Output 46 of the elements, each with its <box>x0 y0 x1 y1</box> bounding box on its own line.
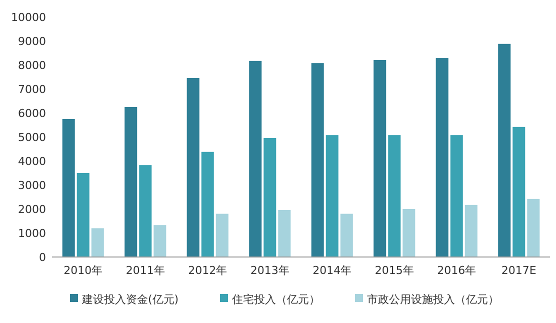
y-tick-label: 2000 <box>18 203 46 216</box>
bar <box>278 210 291 257</box>
y-tick-label: 6000 <box>18 107 46 120</box>
y-tick-label: 5000 <box>18 131 46 144</box>
bar <box>216 214 228 257</box>
y-tick-label: 3000 <box>18 179 46 192</box>
bar <box>249 60 262 257</box>
x-tick-label: 2012年 <box>188 264 228 277</box>
y-tick-label: 0 <box>39 251 46 264</box>
y-tick-label: 7000 <box>18 83 46 96</box>
x-tick-label: 2017E <box>501 264 536 277</box>
bar <box>154 225 166 257</box>
bar <box>527 198 540 257</box>
bar <box>201 152 214 257</box>
bar <box>186 78 200 257</box>
y-tick-label: 8000 <box>18 59 46 72</box>
x-tick-label: 2010年 <box>64 264 103 277</box>
bar <box>402 209 416 257</box>
x-tick-label: 2011年 <box>126 264 165 277</box>
bar <box>436 58 448 257</box>
legend-label: 市政公用设施投入（亿元） <box>367 293 499 306</box>
x-tick-label: 2013年 <box>250 264 290 277</box>
bar <box>388 135 401 257</box>
legend-label: 建设投入资金(亿元) <box>81 293 179 306</box>
bar <box>91 228 104 257</box>
bar <box>311 63 324 257</box>
y-tick-label: 4000 <box>18 155 46 168</box>
bar <box>62 119 75 257</box>
x-tick-label: 2014年 <box>312 264 352 277</box>
bar <box>139 165 152 257</box>
bar <box>326 135 338 257</box>
y-tick-label: 1000 <box>18 227 46 240</box>
y-tick-label: 10000 <box>11 11 46 24</box>
x-tick-label: 2016年 <box>437 264 476 277</box>
bar <box>464 204 478 257</box>
bar <box>340 214 353 257</box>
bar <box>76 173 90 257</box>
y-tick-label: 9000 <box>18 35 46 48</box>
bar <box>124 107 138 257</box>
bar <box>450 135 463 257</box>
bar <box>374 60 386 257</box>
legend-label: 住宅投入（亿元） <box>232 293 320 306</box>
bar <box>264 138 276 257</box>
x-tick-label: 2015年 <box>374 264 414 277</box>
bar <box>498 44 511 257</box>
bar <box>512 126 526 257</box>
